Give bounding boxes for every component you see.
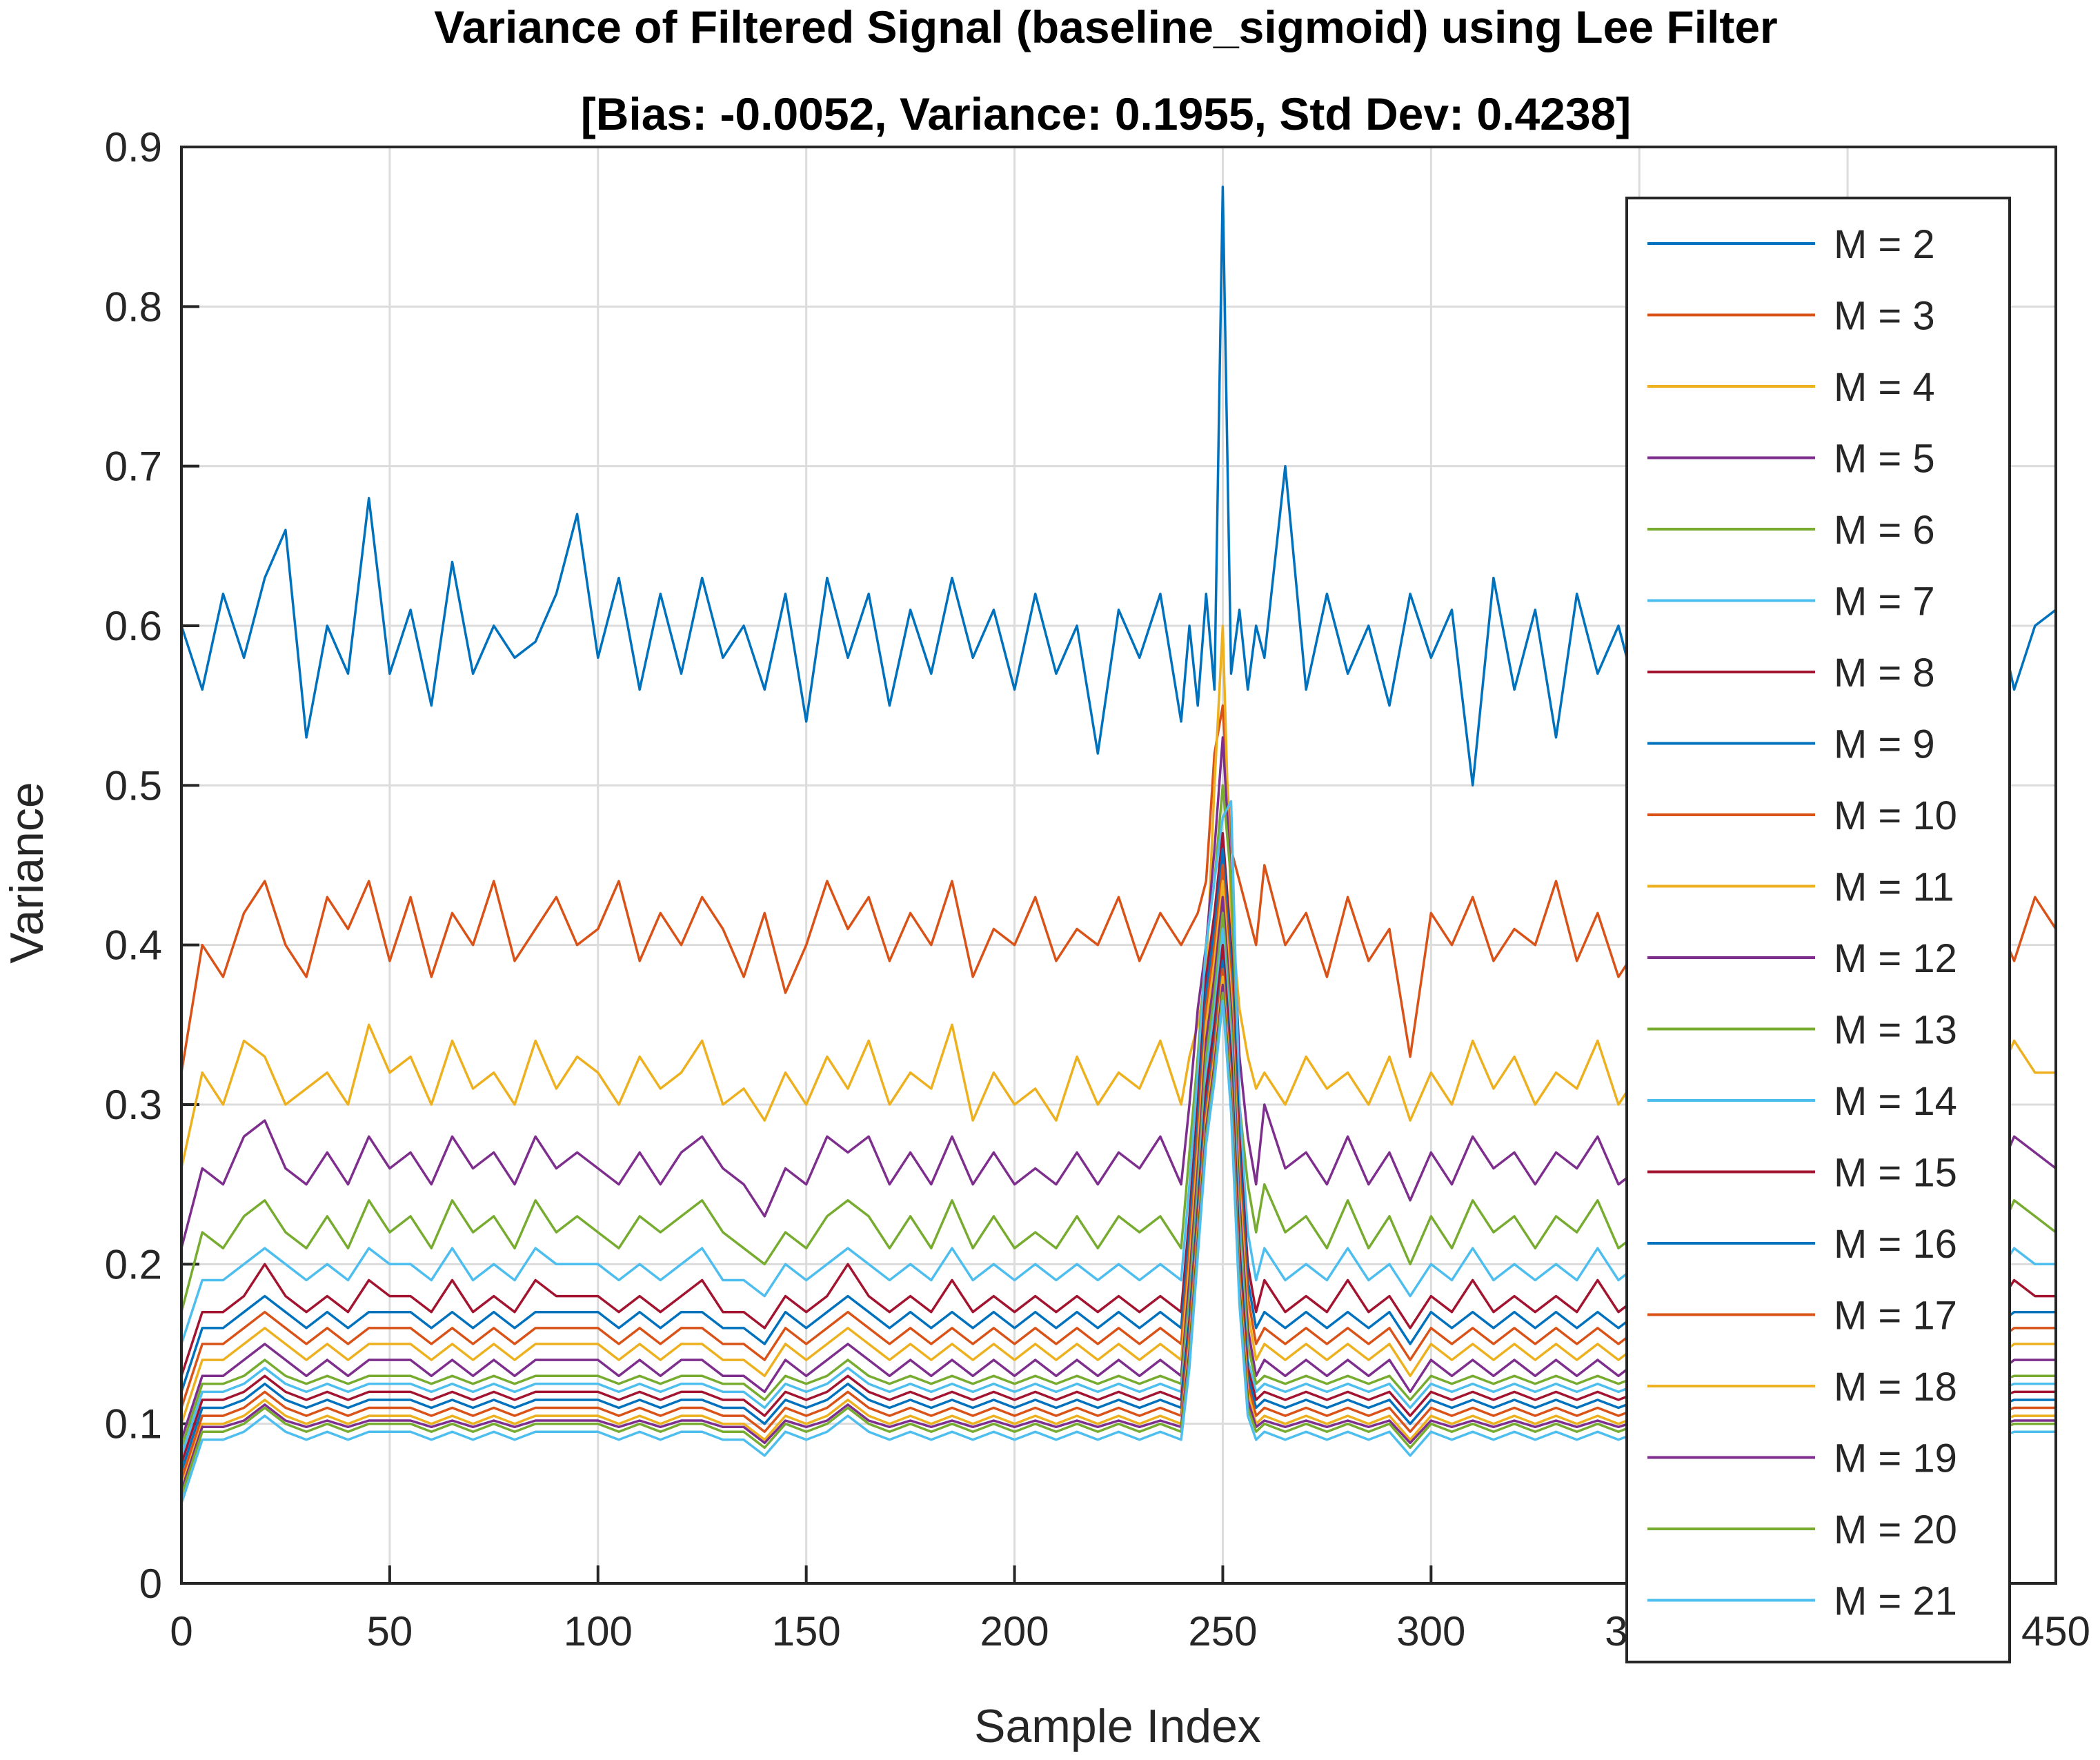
legend-entry-label: M = 11 [1834,865,1954,910]
legend-entry-label: M = 4 [1834,365,1935,410]
legend-entry-label: M = 10 [1834,793,1957,838]
y-tick-label: 0 [139,1561,162,1607]
legend-entry-label: M = 13 [1834,1008,1957,1053]
chart-subtitle: [Bias: -0.0052, Variance: 0.1955, Std De… [581,88,1632,139]
legend-entry-label: M = 19 [1834,1436,1957,1481]
y-tick-label: 0.4 [105,922,162,969]
x-tick-label: 150 [772,1608,841,1654]
y-tick-label: 0.6 [105,603,162,649]
legend-entry-label: M = 20 [1834,1507,1957,1552]
legend: M = 2 M = 3 M = 4 M = 5 M = 6 M = 7 M = 8 M = 9… [1625,197,2011,1663]
y-axis-label: Variance [1,782,53,963]
legend-entry-label: M = 2 [1834,222,1935,267]
x-axis-label: Sample Index [974,1700,1261,1752]
legend-entry-label: M = 6 [1834,508,1935,553]
legend-entry-label: M = 18 [1834,1365,1957,1410]
legend-entry-label: M = 16 [1834,1222,1957,1267]
y-tick-label: 0.2 [105,1241,162,1287]
legend-entry-label: M = 3 [1834,294,1935,339]
plot-area [180,146,2057,1585]
y-tick-label: 0.5 [105,762,162,809]
legend-entry-label: M = 17 [1834,1294,1957,1338]
legend-entry-label: M = 12 [1834,936,1957,981]
x-tick-label: 0 [170,1608,192,1654]
y-tick-label: 0.9 [105,124,162,170]
legend-box [1625,197,2011,1663]
x-tick-label: 200 [980,1608,1049,1654]
legend-entry-label: M = 9 [1834,722,1935,767]
legend-entry-label: M = 21 [1834,1579,1957,1624]
x-tick-label: 300 [1396,1608,1465,1654]
x-tick-label: 450 [2021,1608,2090,1654]
legend-entry-label: M = 8 [1834,651,1935,695]
x-tick-label: 250 [1188,1608,1257,1654]
x-tick-label: 50 [367,1608,413,1654]
chart-title: Variance of Filtered Signal (baseline_si… [434,1,1777,52]
legend-entry-label: M = 14 [1834,1079,1957,1124]
legend-entry-label: M = 5 [1834,437,1935,482]
x-tick-label: 100 [564,1608,633,1654]
legend-entry-label: M = 15 [1834,1151,1957,1196]
y-tick-label: 0.7 [105,444,162,490]
y-tick-label: 0.1 [105,1401,162,1447]
y-tick-label: 0.3 [105,1082,162,1128]
legend-entry-label: M = 7 [1834,580,1935,624]
y-tick-label: 0.8 [105,284,162,330]
